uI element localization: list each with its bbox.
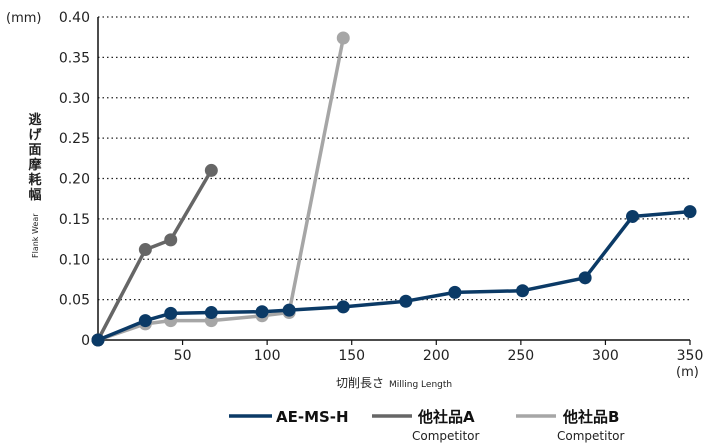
y-tick-label: 0.15 xyxy=(59,212,90,228)
y-axis-title-char: 面 xyxy=(28,143,41,158)
legend: AE-MS-H 他社品A Competitor 他社品B Competitor xyxy=(229,408,624,443)
y-axis-title-char: 逃 xyxy=(28,112,42,128)
data-point xyxy=(91,333,105,347)
x-tick-label: 100 xyxy=(254,348,281,364)
y-tick-label: 0.10 xyxy=(59,252,90,268)
legend-sublabel: Competitor xyxy=(557,429,624,443)
y-unit-label: (mm) xyxy=(6,11,41,26)
data-point xyxy=(683,205,697,219)
y-axis-title-char: げ xyxy=(28,127,42,143)
y-tick-labels: 0 0.05 0.10 0.15 0.20 0.25 0.30 0.35 0.40 xyxy=(59,10,90,349)
data-point xyxy=(282,303,296,317)
y-tick-label: 0.30 xyxy=(59,91,90,107)
x-tick-label: 300 xyxy=(592,348,619,364)
series-group xyxy=(91,31,697,347)
x-tick-label: 50 xyxy=(174,348,192,364)
y-tick-label: 0.35 xyxy=(59,50,90,66)
x-tick-label: 350 xyxy=(677,348,704,364)
data-point xyxy=(138,243,152,257)
x-tick-label: 250 xyxy=(507,348,534,364)
data-point xyxy=(164,306,178,320)
y-axis-title-en: Flank Wear xyxy=(31,213,40,258)
y-tick-label: 0.20 xyxy=(59,172,90,188)
y-tick-label: 0 xyxy=(81,333,90,349)
x-axis-title-ja: 切削長さ xyxy=(336,376,384,390)
x-tick-label: 200 xyxy=(423,348,450,364)
y-axis-title-char: 幅 xyxy=(28,187,41,203)
legend-label: 他社品B xyxy=(562,408,619,426)
legend-item-2: 他社品B Competitor xyxy=(516,408,624,443)
legend-item-0: AE-MS-H xyxy=(229,408,349,426)
legend-sublabel: Competitor xyxy=(412,429,479,443)
y-axis-title-char: 摩 xyxy=(28,157,42,173)
data-point xyxy=(625,209,639,223)
data-point xyxy=(448,285,462,299)
legend-label: AE-MS-H xyxy=(276,408,349,426)
data-point xyxy=(516,284,530,298)
data-point xyxy=(578,271,592,285)
series-line xyxy=(96,168,214,342)
series-0 xyxy=(91,205,697,347)
x-tick-labels: 50 100 150 200 250 300 350 xyxy=(174,348,704,364)
series-line xyxy=(96,36,346,342)
data-point xyxy=(336,300,350,314)
data-point xyxy=(336,31,350,45)
y-tick-label: 0.25 xyxy=(59,131,90,147)
y-tick-label: 0.05 xyxy=(59,293,90,309)
x-unit-label: (m) xyxy=(676,365,699,380)
data-point xyxy=(255,305,269,319)
data-point xyxy=(204,163,218,177)
x-tick-label: 150 xyxy=(338,348,365,364)
data-point xyxy=(164,233,178,247)
legend-item-1: 他社品A Competitor xyxy=(372,408,479,443)
data-point xyxy=(138,314,152,328)
data-point xyxy=(399,294,413,308)
axes xyxy=(97,17,691,345)
y-axis-title-char: 耗 xyxy=(28,172,41,188)
y-tick-label: 0.40 xyxy=(59,10,90,26)
x-axis-title: 切削長さ Milling Length xyxy=(336,376,452,390)
legend-label: 他社品A xyxy=(417,408,475,426)
x-axis-title-en: Milling Length xyxy=(389,380,452,390)
data-point xyxy=(204,306,218,320)
